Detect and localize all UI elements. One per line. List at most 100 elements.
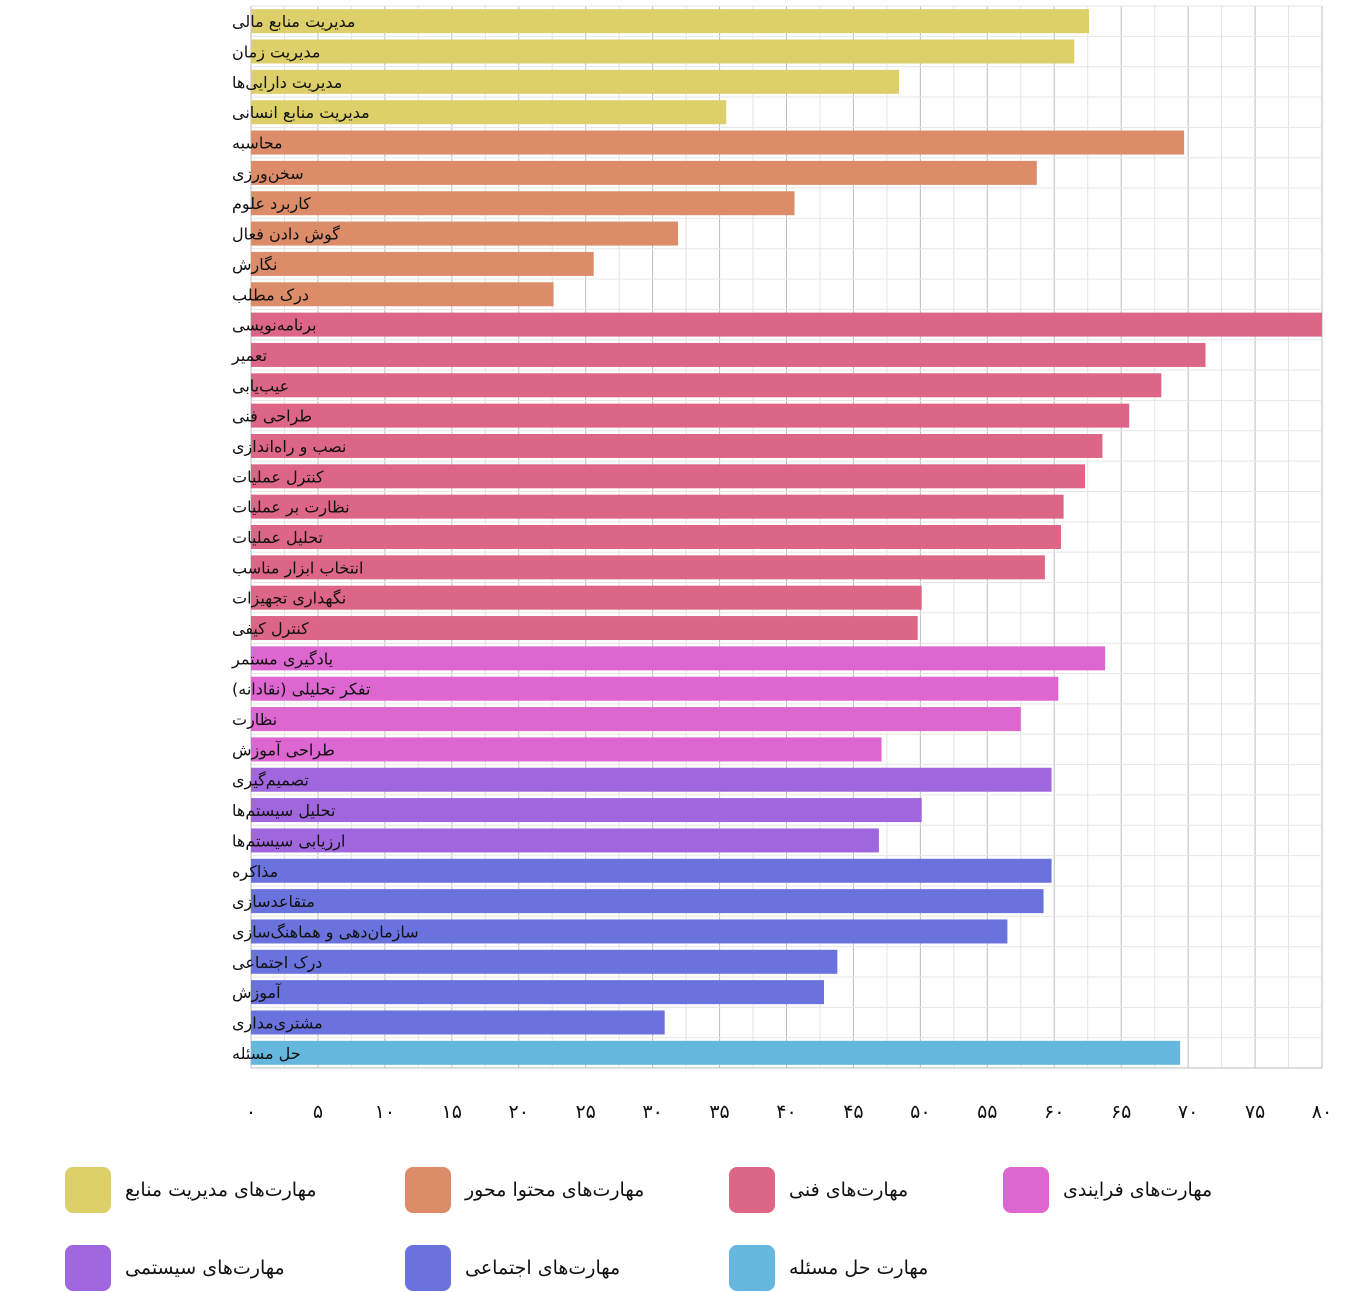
x-tick-label: ۴۵	[843, 1101, 863, 1123]
legend-item: مهارت‌های مدیریت منابع	[65, 1166, 317, 1214]
category-label: تحلیل سیستم‌ها	[232, 801, 335, 820]
x-tick-label: ۶۵	[1111, 1101, 1131, 1123]
category-label: نصب و راه‌اندازی	[232, 437, 346, 457]
x-tick-label: ۱۰	[375, 1101, 395, 1123]
category-label: برنامه‌نویسی	[232, 316, 317, 336]
x-tick-label: ۸۰	[1312, 1101, 1332, 1123]
bar	[251, 676, 1059, 701]
category-label: گوش دادن فعال	[232, 225, 340, 245]
bar	[251, 282, 554, 307]
category-label: آموزش	[232, 983, 282, 1003]
x-tick-label: ۵۰	[910, 1101, 930, 1123]
category-label: مدیریت منابع انسانی	[232, 103, 370, 123]
bar	[251, 100, 727, 125]
bar	[251, 39, 1075, 64]
x-tick-label: ۵	[313, 1101, 323, 1123]
bar	[251, 980, 824, 1005]
bar	[251, 251, 594, 276]
bar	[251, 9, 1090, 34]
category-label: تفکر تحلیلی (نقادانه)	[232, 680, 370, 700]
category-label: سخن‌ورزی	[232, 164, 304, 184]
legend-item: مهارت‌های اجتماعی	[405, 1244, 620, 1292]
bar	[251, 464, 1086, 489]
x-tick-label: ۴۰	[776, 1101, 796, 1123]
category-label: عیب‌یابی	[232, 376, 289, 395]
category-label: سازمان‌دهی و هماهنگ‌سازی	[232, 922, 419, 942]
bar	[251, 130, 1185, 155]
bars	[251, 9, 1322, 1065]
x-tick-label: ۷۵	[1245, 1101, 1265, 1123]
x-tick-label: ۰	[246, 1101, 256, 1123]
legend-item: مهارت‌های محتوا محور	[405, 1166, 644, 1214]
bar	[251, 221, 679, 246]
category-label: متقاعدسازی	[232, 892, 315, 912]
category-label: طراحی آموزش	[232, 740, 335, 760]
x-tick-label: ۱۵	[442, 1101, 462, 1123]
legend-label: مهارت حل مسئله	[789, 1257, 929, 1279]
legend-item: مهارت‌های فنی	[729, 1166, 908, 1214]
bar	[251, 373, 1162, 398]
category-labels: مدیریت منابع مالی مدیریت زمان مدیریت دارای…	[231, 12, 419, 1063]
legend: مهارت‌های مدیریت منابع مهارت‌های محتوا مح…	[0, 1148, 1353, 1291]
legend-swatch	[1003, 1167, 1049, 1213]
bar	[251, 342, 1206, 367]
bar	[251, 525, 1061, 549]
bar	[251, 403, 1130, 428]
bar	[251, 555, 1045, 580]
category-label: مشتری‌مداری	[232, 1013, 323, 1033]
legend-item: مهارت حل مسئله	[729, 1244, 928, 1292]
legend-swatch	[65, 1167, 111, 1213]
bar-chart: مدیریت منابع مالی مدیریت زمان مدیریت دارای…	[231, 5, 1332, 1123]
bar	[251, 616, 918, 641]
legend-swatch	[65, 1245, 111, 1291]
bar	[251, 69, 899, 94]
legend-label: مهارت‌های محتوا محور	[465, 1179, 645, 1201]
legend-label: مهارت‌های سیستمی	[125, 1257, 285, 1279]
category-label: نظارت	[232, 710, 277, 730]
category-label: طراحی فنی	[232, 407, 312, 427]
category-label: کنترل عملیات	[232, 467, 324, 487]
category-label: درک اجتماعی	[232, 953, 322, 973]
category-label: کاربرد علوم	[232, 194, 311, 214]
category-label: نگارش	[232, 255, 277, 275]
bar	[251, 798, 922, 823]
legend-item: مهارت‌های فرایندی	[1003, 1166, 1212, 1214]
category-label: مدیریت زمان	[232, 43, 320, 63]
category-label: مذاکره	[232, 862, 278, 882]
legend-label: مهارت‌های فنی	[789, 1179, 909, 1201]
legend-swatch	[729, 1245, 775, 1291]
bar	[251, 767, 1052, 792]
bar	[251, 858, 1052, 883]
legend-swatch	[405, 1245, 451, 1291]
legend-swatch	[405, 1167, 451, 1213]
category-label: ارزیابی سیستم‌ها	[232, 831, 345, 851]
bar	[251, 312, 1322, 337]
category-label: نظارت بر عملیات	[232, 498, 350, 518]
legend-swatch	[729, 1167, 775, 1213]
legend-item: مهارت‌های سیستمی	[65, 1244, 285, 1292]
category-label: تحلیل عملیات	[232, 528, 323, 547]
category-label: تعمیر	[231, 346, 267, 366]
x-tick-label: ۳۵	[709, 1101, 729, 1123]
bar	[251, 191, 795, 216]
category-label: تصمیم‌گیری	[232, 771, 309, 791]
x-tick-label: ۲۵	[575, 1101, 595, 1123]
x-tick-label: ۳۰	[642, 1101, 662, 1123]
category-label: مدیریت دارایی‌ها	[232, 73, 342, 93]
bar	[251, 433, 1103, 458]
legend-label: مهارت‌های مدیریت منابع	[125, 1179, 317, 1201]
bar	[251, 949, 838, 974]
x-axis-ticks: ۰ ۵ ۱۰ ۱۵ ۲۰ ۲۵ ۳۰ ۳۵ ۴۰ ۴۵ ۵۰ ۵۵ ۶۰ ۶۵ ۷۰ ۷۵ ۸۰	[246, 1101, 1332, 1123]
bar	[251, 1040, 1181, 1065]
bar	[251, 707, 1021, 732]
bar	[251, 828, 879, 853]
category-label: حل مسئله	[232, 1044, 301, 1063]
category-label: یادگیری مستمر	[231, 649, 333, 669]
category-label: انتخاب ابزار مناسب	[232, 558, 363, 578]
bar	[251, 494, 1064, 519]
legend-label: مهارت‌های اجتماعی	[465, 1257, 621, 1279]
bar	[251, 1010, 665, 1035]
x-tick-label: ۲۰	[509, 1101, 529, 1123]
x-tick-label: ۷۰	[1178, 1101, 1198, 1123]
category-label: مدیریت منابع مالی	[232, 12, 355, 32]
